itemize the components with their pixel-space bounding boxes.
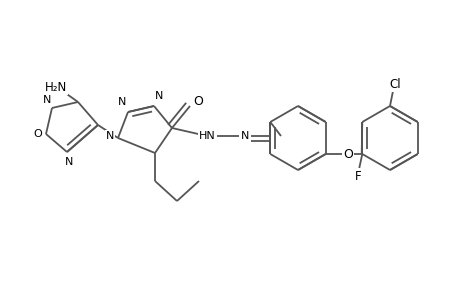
- Text: H₂N: H₂N: [45, 80, 67, 94]
- Text: O: O: [193, 94, 202, 107]
- Text: O: O: [34, 129, 42, 139]
- Text: N: N: [241, 131, 249, 141]
- Text: N: N: [65, 157, 73, 167]
- Text: N: N: [155, 91, 163, 101]
- Text: N: N: [43, 95, 51, 105]
- Text: N: N: [106, 131, 114, 141]
- Text: F: F: [354, 169, 361, 182]
- Text: N: N: [118, 97, 126, 107]
- Text: Cl: Cl: [388, 77, 400, 91]
- Text: O: O: [342, 148, 352, 160]
- Text: HN: HN: [198, 131, 215, 141]
